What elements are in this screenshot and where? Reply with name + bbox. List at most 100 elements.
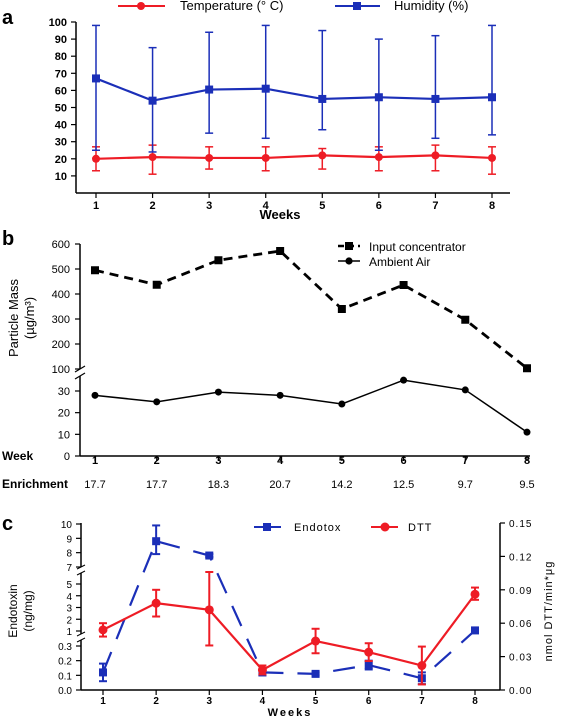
y-tick-label-b: 30 xyxy=(58,386,70,398)
y-left-tick-label-c: 0.0 xyxy=(58,686,72,697)
point-c-dtt xyxy=(470,589,480,599)
point-c-endotox xyxy=(205,551,214,560)
point-b-input-concentrator xyxy=(461,315,470,324)
y-left-tick-label-c: 10 xyxy=(61,520,73,531)
legend-b: Input concentrator Ambient Air xyxy=(338,240,466,269)
point-a-humidity xyxy=(205,85,214,94)
point-b-ambient-air xyxy=(461,386,469,394)
point-a-temperature xyxy=(205,153,214,162)
legend-c-endotox-text: Endotox xyxy=(294,522,341,534)
x-tick-label-a: 6 xyxy=(376,200,382,212)
y-left-tick-label-c: 4 xyxy=(66,592,72,603)
y-tick-label-b: 20 xyxy=(58,408,70,420)
x-tick-label-a: 2 xyxy=(150,200,156,212)
point-a-humidity xyxy=(261,84,270,93)
y-right-tick-label-c: 0.09 xyxy=(509,586,532,597)
panel-b: b Input concentrator Ambient Air 100 20 0 3… xyxy=(2,228,535,491)
enrichment-value: 12.5 xyxy=(393,479,414,491)
point-c-dtt xyxy=(417,661,427,671)
panel-b-label: b xyxy=(2,228,14,250)
axis-break-c-1b xyxy=(76,570,86,576)
y-right-tick-label-c: 0.03 xyxy=(509,653,532,664)
y-tick-label-a: 30 xyxy=(55,137,67,149)
x-tick-label-c: 7 xyxy=(419,696,425,707)
point-b-ambient-air xyxy=(153,398,161,406)
legend-b-input-text: Input concentrator xyxy=(369,240,466,254)
x-tick-label-c: 5 xyxy=(313,696,319,707)
point-b-ambient-air xyxy=(338,400,346,408)
legend-a-humidity-marker xyxy=(353,2,361,10)
point-c-endotox xyxy=(471,626,479,635)
point-c-endotox xyxy=(311,669,320,678)
y-tick-label-a: 90 xyxy=(55,34,67,46)
y-right-tick-label-c: 0.15 xyxy=(509,519,532,530)
panel-a-label: a xyxy=(2,7,14,29)
panel-a: a Temperature (° C) Humidity (%) 10 20 30 4… xyxy=(2,0,510,222)
point-a-humidity xyxy=(488,93,496,102)
y-tick-label-a: 80 xyxy=(55,51,67,63)
point-b-input-concentrator xyxy=(399,281,408,289)
point-a-humidity xyxy=(431,94,440,103)
legend-a-temperature-text: Temperature (° C) xyxy=(180,0,283,13)
legend-b-input-marker xyxy=(345,242,353,250)
point-c-dtt xyxy=(98,625,108,635)
legend-c-endotox-marker xyxy=(263,523,271,531)
enrichment-value: 14.2 xyxy=(331,479,352,491)
enrichment-value: 9.5 xyxy=(519,479,534,491)
x-tick-label-b: 4 xyxy=(277,455,284,467)
y-left-tick-label-c: 5 xyxy=(66,580,72,591)
point-b-ambient-air xyxy=(276,391,284,399)
point-a-temperature xyxy=(148,153,157,162)
point-a-temperature xyxy=(261,153,270,162)
point-b-input-concentrator xyxy=(276,247,285,255)
point-b-ambient-air xyxy=(91,391,99,399)
x-tick-label-a: 1 xyxy=(93,200,99,212)
x-tick-label-a: 5 xyxy=(319,200,325,212)
point-b-input-concentrator xyxy=(91,266,99,275)
x-tick-label-a: 3 xyxy=(206,200,212,212)
x-tick-label-b: 5 xyxy=(339,455,345,467)
legend-c: Endotox DTT xyxy=(254,522,432,534)
x-tick-label-b: 8 xyxy=(524,455,530,467)
y-tick-label-a: 20 xyxy=(55,154,67,166)
point-b-input-concentrator xyxy=(337,305,346,313)
y-right-tick-label-c: 0.12 xyxy=(509,552,532,563)
row-label-enrichment: Enrichment xyxy=(2,477,68,491)
legend-c-dtt-text: DTT xyxy=(408,522,432,534)
series-line-a-0 xyxy=(95,154,493,160)
y-left-tick-label-c: 0.2 xyxy=(58,657,72,668)
y-tick-label-a: 70 xyxy=(55,68,67,80)
enrichment-value: 9.7 xyxy=(458,479,473,491)
y-tick-label-b: 400 xyxy=(52,289,70,301)
y-axis-title-b-line2: (µg/m³) xyxy=(22,297,37,339)
legend-c-dtt-marker xyxy=(380,522,390,532)
series-line-b-0 xyxy=(94,249,528,370)
legend-a-temperature-marker xyxy=(137,2,145,10)
y-tick-label-a: 10 xyxy=(55,171,67,183)
point-c-dtt xyxy=(311,636,321,646)
y-tick-label-a: 50 xyxy=(55,103,67,115)
series-line-b-1 xyxy=(94,379,528,433)
x-tick-label-c: 8 xyxy=(472,696,478,707)
y-left-tick-label-c: 3 xyxy=(66,604,72,615)
y-left-tick-label-c: 1 xyxy=(66,627,72,638)
point-a-temperature xyxy=(431,151,440,160)
y-axis-title-c-left-line2: (ng/mg) xyxy=(21,590,35,631)
y-axis-title-c-left-line1: Endotoxin xyxy=(6,584,20,637)
y-tick-label-b: 600 xyxy=(52,239,70,251)
axes-b: 100 200 300 400 500 600 0 10 20 30 1 2 3 4 5 6 7 8 Parti… xyxy=(2,239,535,491)
x-tick-label-c: 2 xyxy=(153,696,159,707)
y-tick-label-b: 0 xyxy=(64,451,70,463)
x-axis-title-a: Weeks xyxy=(260,207,301,222)
y-left-tick-label-c: 0.1 xyxy=(58,671,72,682)
point-a-humidity xyxy=(374,93,383,102)
y-axis-title-c-right: nmol DTT/min*μg xyxy=(543,561,555,662)
point-b-input-concentrator xyxy=(523,364,531,373)
enrichment-value: 17.7 xyxy=(146,479,167,491)
x-tick-label-b: 1 xyxy=(92,455,98,467)
panel-c-label: c xyxy=(2,513,13,535)
x-tick-label-b: 7 xyxy=(462,455,468,467)
y-tick-label-b: 100 xyxy=(52,364,70,376)
